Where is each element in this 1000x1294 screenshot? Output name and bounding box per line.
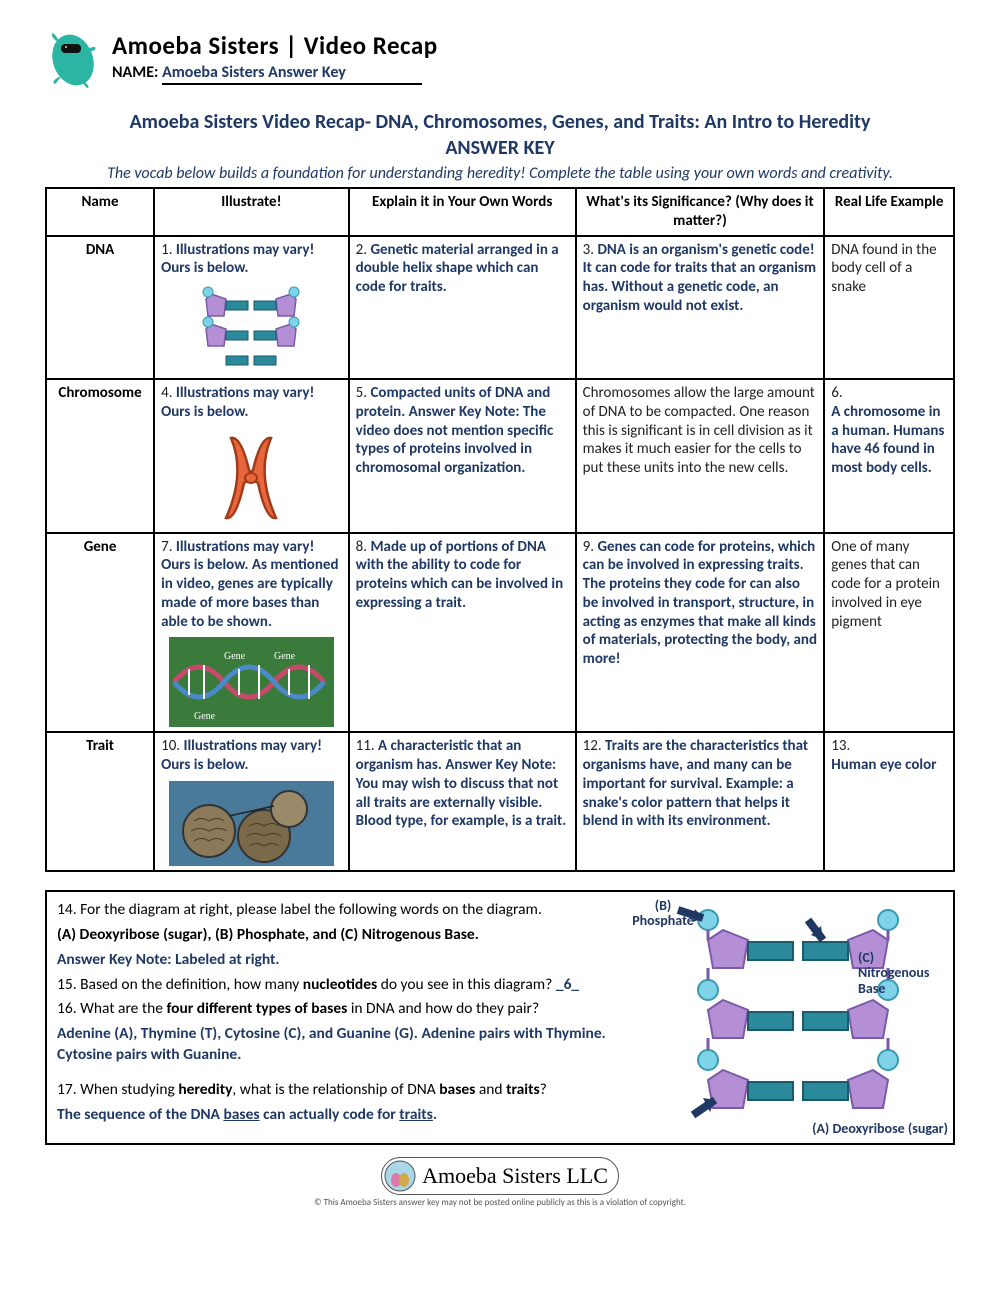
th-name: Name <box>46 188 154 236</box>
label-b: (B)Phosphate <box>632 897 694 929</box>
footer-fine: This Amoeba Sisters answer key may not b… <box>324 1197 686 1208</box>
q16-pre: 16. What are the <box>57 999 166 1018</box>
q14-intro: 14. For the diagram at right, please lab… <box>57 900 542 919</box>
q17-pre: 17. When studying <box>57 1080 178 1099</box>
q17-mid: , what is the relationship of DNA <box>232 1080 439 1099</box>
q17a-pre: The sequence of the DNA <box>57 1105 223 1124</box>
label-a: (A) Deoxyribose (sugar) <box>812 1121 948 1136</box>
illustration-icon: Gene Gene Gene <box>161 637 342 727</box>
intro-line: The vocab below builds a foundation for … <box>45 164 955 183</box>
row-explain: 11. A characteristic that an organism ha… <box>349 732 576 871</box>
label-c: (C) Nitrogenous Base <box>858 950 948 996</box>
q14-list: (A) Deoxyribose (sugar), (B) Phosphate, … <box>57 925 643 946</box>
q17a-u2: traits <box>399 1105 433 1124</box>
row-name: Trait <box>46 732 154 871</box>
row-significance: 12. Traits are the characteristics that … <box>576 732 825 871</box>
row-real: One of many genes that can code for a pr… <box>824 533 954 733</box>
row-name: Chromosome <box>46 379 154 533</box>
row-significance: 9. Genes can code for proteins, which ca… <box>576 533 825 733</box>
table-row: DNA 1. Illustrations may vary! Ours is b… <box>46 236 954 380</box>
questions-box: 14. For the diagram at right, please lab… <box>45 890 955 1145</box>
row-real: 13.Human eye color <box>824 732 954 871</box>
name-label: NAME: <box>112 63 158 82</box>
dna-diagram: (B)Phosphate (C) Nitrogenous Base (A) De… <box>653 900 943 1135</box>
row-illustrate: 1. Illustrations may vary! Ours is below… <box>154 236 349 380</box>
q17-b3: traits <box>506 1080 540 1099</box>
name-value: Amoeba Sisters Answer Key <box>162 63 422 85</box>
q17-b2: bases <box>439 1080 475 1099</box>
th-real: Real Life Example <box>824 188 954 236</box>
illustration-icon <box>161 284 342 374</box>
doc-subtitle: ANSWER KEY <box>45 136 955 160</box>
table-row: Gene 7. Illustrations may vary! Ours is … <box>46 533 954 733</box>
svg-text:Gene: Gene <box>224 651 246 662</box>
q16-post: in DNA and how do they pair? <box>347 999 539 1018</box>
th-illustrate: Illustrate! <box>154 188 349 236</box>
svg-text:Gene: Gene <box>194 711 216 722</box>
row-significance: Chromosomes allow the large amount of DN… <box>576 379 825 533</box>
q15-ans: _6_ <box>556 975 579 994</box>
row-name: DNA <box>46 236 154 380</box>
brand-title: Amoeba Sisters | Video Recap <box>112 30 955 61</box>
q15-pre: 15. Based on the definition, how many <box>57 975 303 994</box>
q17-b1: heredity <box>178 1080 232 1099</box>
q17a-mid: can actually code for <box>260 1105 400 1124</box>
row-explain: 5. Compacted units of DNA and protein. A… <box>349 379 576 533</box>
row-real: 6.A chromosome in a human. Humans have 4… <box>824 379 954 533</box>
row-significance: 3. DNA is an organism's genetic code! It… <box>576 236 825 380</box>
row-illustrate: 7. Illustrations may vary! Ours is below… <box>154 533 349 733</box>
q17-post: ? <box>540 1080 547 1099</box>
q15-bold: nucleotides <box>303 975 377 994</box>
row-name: Gene <box>46 533 154 733</box>
row-explain: 8. Made up of portions of DNA with the a… <box>349 533 576 733</box>
amoeba-logo-icon <box>45 30 100 90</box>
q14-note: Answer Key Note: Labeled at right. <box>57 950 643 971</box>
q16-bold: four different types of bases <box>166 999 347 1018</box>
svg-text:Gene: Gene <box>274 651 296 662</box>
row-illustrate: 10. Illustrations may vary! Ours is belo… <box>154 732 349 871</box>
footer-brand: Amoeba Sisters LLC <box>422 1163 608 1189</box>
illustration-icon <box>161 781 342 866</box>
illustration-icon <box>161 428 342 528</box>
q17a-u1: bases <box>223 1105 259 1124</box>
table-row: Trait 10. Illustrations may vary! Ours i… <box>46 732 954 871</box>
row-explain: 2. Genetic material arranged in a double… <box>349 236 576 380</box>
th-significance: What's its Significance? (Why does it ma… <box>576 188 825 236</box>
table-row: Chromosome 4. Illustrations may vary! Ou… <box>46 379 954 533</box>
vocab-table: Name Illustrate! Explain it in Your Own … <box>45 187 955 872</box>
doc-title: Amoeba Sisters Video Recap- DNA, Chromos… <box>45 110 955 134</box>
q15-post: do you see in this diagram? <box>377 975 556 994</box>
footer-logo-icon <box>384 1160 416 1192</box>
page-footer: Amoeba Sisters LLC © This Amoeba Sisters… <box>45 1157 955 1208</box>
row-illustrate: 4. Illustrations may vary! Ours is below… <box>154 379 349 533</box>
page-header: Amoeba Sisters | Video Recap NAME: Amoeb… <box>45 30 955 90</box>
q17-mid2: and <box>475 1080 506 1099</box>
q17a-post: . <box>433 1105 437 1124</box>
row-real: DNA found in the body cell of a snake <box>824 236 954 380</box>
th-explain: Explain it in Your Own Words <box>349 188 576 236</box>
q16-ans: Adenine (A), Thymine (T), Cytosine (C), … <box>57 1024 643 1066</box>
